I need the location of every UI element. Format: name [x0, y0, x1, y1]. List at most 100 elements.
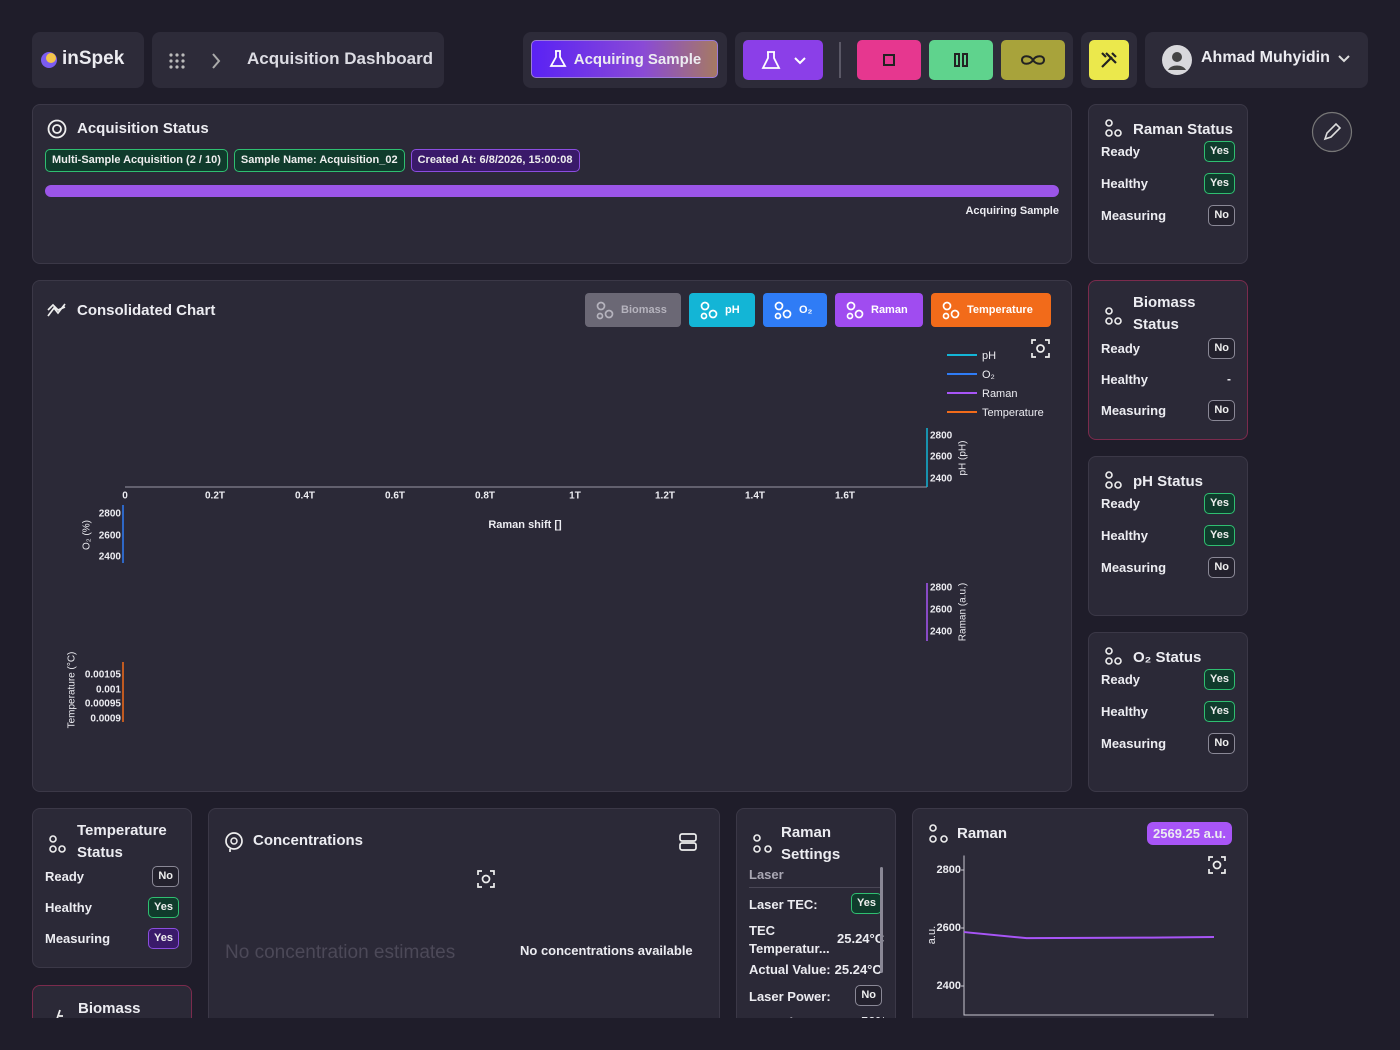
filter-icon	[942, 301, 960, 320]
status-title: Raman Status	[1133, 121, 1234, 138]
icon-part	[1105, 307, 1113, 315]
user-menu[interactable]: Ahmad Muhyidin	[1145, 32, 1368, 88]
status-icon	[47, 119, 67, 139]
status-badge: Yes	[1204, 141, 1235, 162]
icon-part	[1101, 52, 1117, 68]
icon-part	[854, 309, 864, 319]
stop-button[interactable]	[857, 40, 921, 80]
status-label: Healthy	[1101, 176, 1148, 191]
icon-part	[181, 53, 185, 57]
icon-part	[1212, 860, 1222, 870]
panel-title: Concentrations	[253, 832, 364, 849]
separator	[839, 42, 841, 78]
status-label: Measuring	[1101, 403, 1167, 418]
status-label: Ready	[1101, 144, 1141, 159]
focus-icon[interactable]	[476, 869, 496, 889]
panel-title: Raman	[957, 825, 1008, 842]
icon-part	[52, 124, 62, 134]
icon-part	[169, 65, 173, 69]
status-value: -	[1227, 372, 1231, 386]
status-panel: O₂ Status Ready Yes Healthy Yes Measuring No	[1088, 632, 1248, 792]
status-title: O₂ Status	[1133, 649, 1202, 666]
icon-part	[1311, 111, 1353, 153]
scrollbar[interactable]	[880, 867, 883, 973]
loop-icon	[1020, 55, 1046, 65]
status-badge: Yes	[1204, 493, 1235, 514]
filter-button[interactable]: pH	[689, 293, 755, 327]
focus-icon[interactable]	[1207, 855, 1227, 875]
status-icon	[1105, 119, 1122, 137]
icon-part	[883, 54, 895, 66]
panel-title: Raman Settings	[781, 824, 841, 863]
icon-part	[549, 50, 567, 67]
status-badge: Yes	[1204, 669, 1235, 690]
logo-text: inSpek	[62, 48, 125, 69]
icon-part	[708, 309, 718, 319]
status-label: Measuring	[1101, 736, 1167, 751]
icon-part	[169, 53, 185, 69]
pause-button[interactable]	[929, 40, 993, 80]
status-badge: No	[1208, 557, 1235, 578]
apps-icon[interactable]	[168, 52, 186, 70]
panel-title: Consolidated Chart	[77, 302, 216, 319]
info-badge: Created At: 6/8/2026, 15:00:08	[410, 149, 580, 172]
icon-part	[1105, 317, 1113, 325]
toolbar	[735, 32, 1073, 88]
status-icon	[1105, 647, 1122, 665]
avatar	[1162, 45, 1192, 75]
icon-part	[181, 65, 185, 69]
badge-row: Multi-Sample Acquisition (2 / 10) Sample …	[45, 149, 580, 172]
icon-part	[481, 874, 491, 884]
icon-part	[1114, 317, 1122, 325]
icon-part	[846, 301, 856, 311]
logo-box[interactable]: inSpek	[32, 32, 144, 88]
icon-part	[169, 53, 173, 57]
icon-part	[929, 835, 937, 843]
status-panel: Biomass Status Ready No Healthy - Measuring No	[1088, 280, 1248, 440]
chevron	[212, 53, 221, 69]
icon-part	[1105, 119, 1113, 127]
icon-part	[477, 870, 495, 888]
settings-scroll: Laser Laser TEC: Yes TEC Temperatur... 25.2…	[749, 809, 884, 1018]
filter-button[interactable]: Raman	[835, 293, 923, 327]
progress-label: Acquiring Sample	[965, 205, 1059, 217]
progress-bar	[45, 185, 1059, 197]
filter-button[interactable]: Temperature	[931, 293, 1051, 327]
icon-part	[49, 835, 57, 843]
list-icon[interactable]	[678, 832, 698, 852]
acquire-button[interactable]: Acquiring Sample	[531, 40, 718, 78]
filter-button[interactable]: O₂	[763, 293, 827, 327]
pause-icon	[954, 53, 968, 67]
filter-label: Raman	[871, 304, 908, 316]
status-title: Biomass Status	[1133, 294, 1196, 333]
microscope-icon	[56, 1009, 63, 1018]
filter-label: Temperature	[967, 304, 1033, 316]
status-badge: Yes	[1204, 525, 1235, 546]
icon-part	[679, 842, 697, 851]
sample-type-dropdown[interactable]	[743, 40, 823, 80]
current-value: 2569.25 a.u.	[1147, 822, 1232, 845]
tools-button[interactable]	[1089, 40, 1129, 80]
status-badge: No	[152, 866, 179, 887]
icon-part	[175, 59, 179, 63]
edit-button[interactable]	[1311, 111, 1353, 153]
icon-part	[212, 53, 221, 69]
concentrations-panel: Concentrations No concentration estimate…	[208, 808, 720, 1018]
icon-part	[679, 833, 697, 842]
acquire-label: Acquiring Sample	[573, 50, 702, 68]
icon-part	[1105, 647, 1113, 655]
icon-part	[1105, 481, 1113, 489]
filter-label: O₂	[799, 304, 813, 316]
chart-icon	[47, 303, 66, 317]
loop-button[interactable]	[1001, 40, 1065, 80]
setting-value: 50%	[861, 1014, 884, 1018]
filter-button[interactable]: Biomass	[585, 293, 681, 327]
status-label: Ready	[45, 869, 85, 884]
icon-part	[181, 59, 185, 63]
placeholder: No concentration estimates	[225, 942, 456, 963]
status-label: Healthy	[45, 900, 92, 915]
status-badge: No	[1208, 400, 1235, 421]
icon-part	[596, 301, 606, 311]
icon-part	[950, 309, 960, 319]
